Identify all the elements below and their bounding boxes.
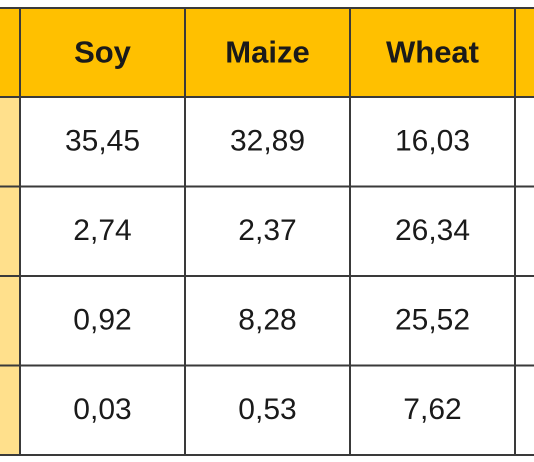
cell: 25,52	[395, 304, 470, 337]
cell: 2,74	[73, 214, 131, 247]
cell: 32,89	[230, 125, 305, 158]
cell: 26,34	[395, 214, 470, 247]
cell: 8,28	[238, 304, 296, 337]
cell: 16,03	[395, 125, 470, 158]
header-cell: Wheat	[386, 35, 479, 70]
cell: 35,45	[65, 125, 140, 158]
header-bg	[0, 8, 534, 97]
cell: 0,53	[238, 393, 296, 426]
cell: 0,92	[73, 304, 131, 337]
cell: 7,62	[403, 393, 461, 426]
cell: 2,37	[238, 214, 296, 247]
header-cell: Soy	[74, 35, 132, 70]
header-cell: Maize	[225, 35, 309, 70]
cell: 0,03	[73, 393, 131, 426]
